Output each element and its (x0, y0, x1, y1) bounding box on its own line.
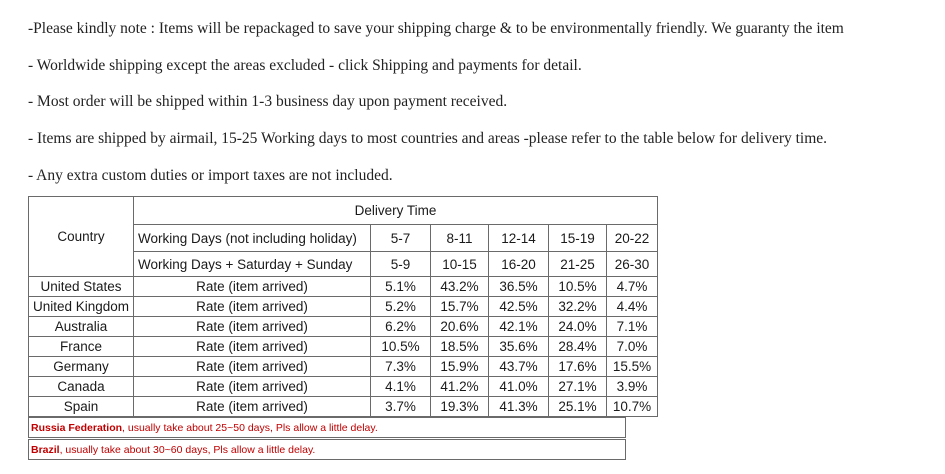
delivery-table: Country Delivery Time Working Days (not in… (28, 196, 658, 417)
rate-cell: 3.9% (606, 376, 658, 397)
rate-cell: 43.2% (430, 276, 489, 297)
note-line: - Items are shipped by airmail, 15-25 Wo… (28, 130, 828, 147)
days-cell: 26-30 (606, 251, 658, 277)
rate-label: Rate (item arrived) (133, 296, 371, 317)
rate-cell: 27.1% (548, 376, 607, 397)
footnote-country: Russia Federation (31, 422, 123, 434)
rate-cell: 3.7% (370, 396, 431, 417)
rate-cell: 28.4% (548, 336, 607, 357)
rate-cell: 5.1% (370, 276, 431, 297)
rate-cell: 10.7% (606, 396, 658, 417)
note-line: - Worldwide shipping except the areas ex… (28, 57, 582, 74)
header-row: Working Days (not including holiday) 5-7 8… (29, 224, 658, 252)
footnote-country: Brazil (31, 444, 60, 456)
country-cell: United Kingdom (28, 296, 134, 317)
rate-cell: 19.3% (430, 396, 489, 417)
days-cell: 5-9 (370, 251, 431, 277)
rate-cell: 7.0% (606, 336, 658, 357)
days-cell: 20-22 (606, 224, 658, 252)
country-cell: Australia (28, 316, 134, 337)
rate-label: Rate (item arrived) (133, 396, 371, 417)
row-label: Working Days + Saturday + Sunday (133, 251, 371, 277)
rate-cell: 20.6% (430, 316, 489, 337)
rate-cell: 17.6% (548, 356, 607, 377)
rate-cell: 4.7% (606, 276, 658, 297)
country-cell: Spain (28, 396, 134, 417)
rate-label: Rate (item arrived) (133, 336, 371, 357)
rate-cell: 10.5% (548, 276, 607, 297)
rate-cell: 41.2% (430, 376, 489, 397)
header-row: Working Days + Saturday + Sunday 5-9 10-15… (29, 251, 658, 277)
country-cell: France (28, 336, 134, 357)
rate-cell: 6.2% (370, 316, 431, 337)
rate-cell: 7.3% (370, 356, 431, 377)
rate-cell: 42.5% (488, 296, 549, 317)
row-label: Working Days (not including holiday) (133, 224, 371, 252)
rate-cell: 41.3% (488, 396, 549, 417)
days-cell: 10-15 (430, 251, 489, 277)
rate-cell: 25.1% (548, 396, 607, 417)
rate-cell: 4.1% (370, 376, 431, 397)
rate-cell: 42.1% (488, 316, 549, 337)
rate-cell: 7.1% (606, 316, 658, 337)
country-cell: Canada (28, 376, 134, 397)
rate-cell: 41.0% (488, 376, 549, 397)
country-cell: Germany (28, 356, 134, 377)
rate-cell: 15.5% (606, 356, 658, 377)
rate-cell: 15.7% (430, 296, 489, 317)
data-row: United States Rate (item arrived) 5.1% 43.2… (28, 276, 658, 297)
note-line: - Most order will be shipped within 1-3 … (28, 93, 508, 110)
rate-label: Rate (item arrived) (133, 316, 371, 337)
days-cell: 12-14 (488, 224, 549, 252)
header-row: Country Delivery Time (28, 196, 658, 277)
footnote-text: , usually take about 30~60 days, Pls all… (59, 444, 316, 456)
footnote: Russia Federation, usually take about 25… (28, 417, 626, 438)
footnote: Brazil, usually take about 30~60 days, P… (28, 439, 626, 460)
rate-cell: 36.5% (488, 276, 549, 297)
footnote-text: , usually take about 25~50 days, Pls all… (122, 422, 378, 434)
data-row: Germany Rate (item arrived) 7.3% 15.9% 43.7%… (28, 356, 658, 377)
data-row: Spain Rate (item arrived) 3.7% 19.3% 41.3% 25… (28, 396, 658, 417)
rate-cell: 15.9% (430, 356, 489, 377)
days-cell: 16-20 (488, 251, 549, 277)
rate-label: Rate (item arrived) (133, 276, 371, 297)
data-row: United Kingdom Rate (item arrived) 5.2% 15.… (28, 296, 658, 317)
rate-cell: 32.2% (548, 296, 607, 317)
delivery-header: Delivery Time (133, 196, 658, 225)
data-row: France Rate (item arrived) 10.5% 18.5% 35.6%… (28, 336, 658, 357)
rate-cell: 5.2% (370, 296, 431, 317)
data-row: Australia Rate (item arrived) 6.2% 20.6% 42.… (28, 316, 658, 337)
rate-cell: 4.4% (606, 296, 658, 317)
days-cell: 15-19 (548, 224, 607, 252)
rate-label: Rate (item arrived) (133, 376, 371, 397)
days-cell: 5-7 (370, 224, 431, 252)
country-header: Country (28, 196, 134, 277)
note-line: - Any extra custom duties or import taxe… (28, 167, 393, 184)
days-cell: 21-25 (548, 251, 607, 277)
rate-cell: 10.5% (370, 336, 431, 357)
rate-cell: 18.5% (430, 336, 489, 357)
data-row: Canada Rate (item arrived) 4.1% 41.2% 41.0% 2… (28, 376, 658, 397)
days-cell: 8-11 (430, 224, 489, 252)
rate-label: Rate (item arrived) (133, 356, 371, 377)
note-line: -Please kindly note : Items will be repa… (28, 20, 844, 37)
rate-cell: 24.0% (548, 316, 607, 337)
rate-cell: 43.7% (488, 356, 549, 377)
country-cell: United States (28, 276, 134, 297)
rate-cell: 35.6% (488, 336, 549, 357)
